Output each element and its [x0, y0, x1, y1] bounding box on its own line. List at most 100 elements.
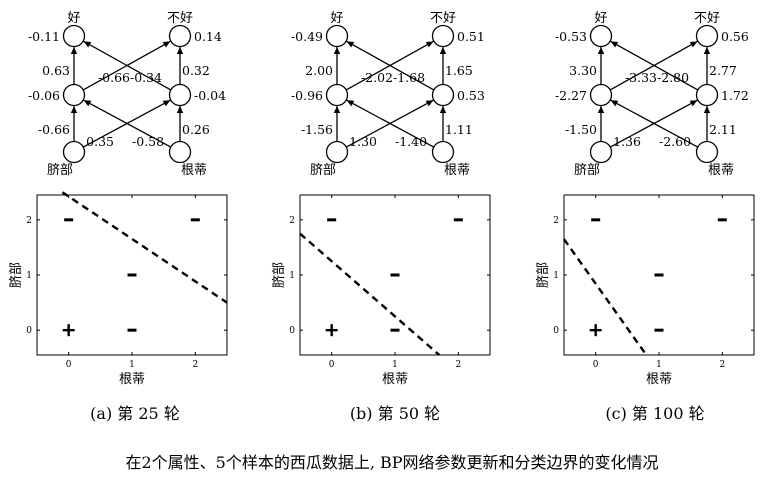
y-axis-label: 脐部: [272, 262, 287, 288]
edge-hidden2-output1: [346, 40, 435, 91]
input-node-root: [168, 140, 192, 164]
weight-hidden2-output2: 2.77: [709, 63, 737, 78]
output-label-good: 好: [67, 11, 80, 26]
hidden-node-1: [325, 83, 349, 107]
panel-caption-b: (b) 第 50 轮: [349, 404, 441, 423]
y-axis-label: 脐部: [9, 262, 24, 288]
y-tick-label: 0: [289, 326, 295, 336]
weight-hidden2-output1: -1.68: [393, 70, 425, 85]
decision-plot-c: 0 1 2 0 1 2 根蒂 脐部: [536, 194, 755, 387]
hidden-value-2: 0.53: [457, 88, 485, 103]
x-tick-label: 2: [455, 360, 461, 370]
output-label-bad: 不好: [694, 11, 720, 26]
input-node-root: [695, 140, 719, 164]
hidden-value-1: -2.27: [555, 88, 587, 103]
x-tick-label: 2: [192, 360, 198, 370]
y-tick-label: 1: [553, 271, 559, 281]
decision-plot-a: 0 1 2 0 1 2 根蒂 脐部: [9, 191, 228, 387]
output-value-bad: 0.14: [194, 29, 222, 44]
output-value-good: -0.53: [555, 29, 587, 44]
weight-input2-hidden1: -2.60: [659, 134, 691, 149]
weight-input2-hidden2: 0.26: [182, 122, 210, 137]
hidden-value-1: -0.96: [291, 88, 323, 103]
weight-input1-hidden2: 0.35: [86, 134, 114, 149]
output-node-good: [62, 24, 86, 48]
y-tick-label: 2: [289, 216, 295, 226]
x-tick-label: 0: [329, 360, 335, 370]
positive-sample-mark: [325, 324, 338, 337]
decision-plot-b: 0 1 2 0 1 2 根蒂 脐部: [272, 194, 491, 387]
output-value-bad: 0.51: [457, 29, 485, 44]
edge-hidden2-output1: [610, 40, 699, 91]
weight-hidden1-output1: 2.00: [305, 63, 333, 78]
output-label-bad: 不好: [430, 11, 456, 26]
x-axis-label: 根蒂: [382, 372, 408, 387]
x-tick-label: 0: [66, 360, 72, 370]
weight-input1-hidden1: -1.56: [301, 122, 333, 137]
output-node-bad: [695, 24, 719, 48]
output-value-good: -0.49: [291, 29, 323, 44]
hidden-value-2: -0.04: [194, 88, 226, 103]
weight-hidden1-output2: -0.66: [98, 70, 130, 85]
panel-caption-c: (c) 第 100 轮: [605, 404, 705, 423]
x-axis-label: 根蒂: [646, 372, 672, 387]
decision-boundary: [299, 232, 441, 356]
y-tick-label: 0: [26, 326, 32, 336]
hidden-value-1: -0.06: [28, 88, 60, 103]
output-value-bad: 0.56: [721, 29, 749, 44]
hidden-node-2: [168, 83, 192, 107]
y-tick-label: 2: [26, 216, 32, 226]
weight-input1-hidden2: 1.36: [613, 134, 641, 149]
panel-caption-a: (a) 第 25 轮: [90, 404, 180, 423]
input-node-navel: [325, 140, 349, 164]
weight-input2-hidden1: -1.40: [395, 134, 427, 149]
x-axis-label: 根蒂: [119, 372, 145, 387]
weight-hidden2-output2: 1.65: [445, 63, 473, 78]
x-tick-label: 2: [719, 360, 725, 370]
weight-input1-hidden1: -0.66: [38, 122, 70, 137]
output-node-good: [589, 24, 613, 48]
input-label-root: 根蒂: [708, 163, 734, 178]
edge-hidden2-output1: [83, 40, 172, 91]
weight-hidden1-output2: -3.33: [625, 70, 657, 85]
weight-hidden2-output1: -2.80: [657, 70, 689, 85]
output-node-bad: [168, 24, 192, 48]
hidden-node-2: [431, 83, 455, 107]
weight-input2-hidden2: 2.11: [709, 122, 737, 137]
positive-sample-mark: [62, 324, 75, 337]
x-tick-label: 0: [593, 360, 599, 370]
hidden-value-2: 1.72: [721, 88, 749, 103]
weight-hidden1-output1: 0.63: [42, 63, 70, 78]
input-label-root: 根蒂: [444, 163, 470, 178]
weight-input2-hidden1: -0.58: [132, 134, 164, 149]
y-tick-label: 1: [289, 271, 295, 281]
output-node-good: [325, 24, 349, 48]
input-node-navel: [62, 140, 86, 164]
y-tick-label: 1: [26, 271, 32, 281]
y-tick-label: 2: [553, 216, 559, 226]
hidden-node-1: [589, 83, 613, 107]
output-label-bad: 不好: [167, 11, 193, 26]
weight-input2-hidden2: 1.11: [445, 122, 473, 137]
edge-input2-hidden1: [610, 99, 699, 148]
weight-hidden2-output1: -0.34: [130, 70, 162, 85]
output-value-good: -0.11: [28, 29, 60, 44]
input-label-navel: 脐部: [47, 163, 73, 178]
edge-input2-hidden1: [83, 99, 172, 148]
x-tick-label: 1: [392, 360, 398, 370]
weight-hidden1-output2: -2.02: [361, 70, 393, 85]
y-tick-label: 0: [553, 326, 559, 336]
input-node-navel: [589, 140, 613, 164]
decision-boundary: [563, 238, 648, 356]
hidden-node-1: [62, 83, 86, 107]
input-label-navel: 脐部: [310, 163, 336, 178]
weight-hidden2-output2: 0.32: [182, 63, 210, 78]
output-label-good: 好: [330, 11, 343, 26]
